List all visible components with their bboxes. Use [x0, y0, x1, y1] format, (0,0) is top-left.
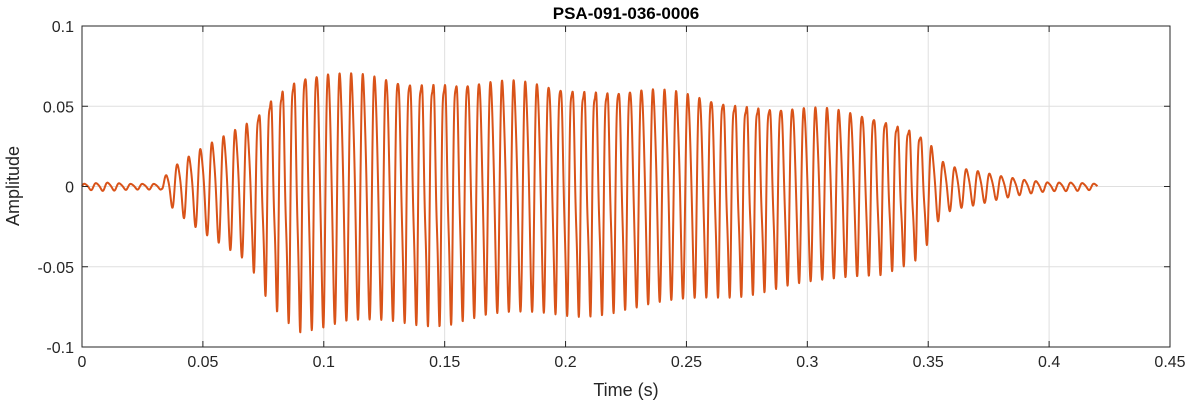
- x-axis-label: Time (s): [593, 380, 658, 400]
- y-tick-label: 0.1: [52, 19, 74, 36]
- x-tick-label: 0.2: [554, 354, 576, 371]
- x-tick-label: 0.15: [429, 354, 460, 371]
- x-tick-label: 0.05: [187, 354, 218, 371]
- y-tick-label: 0: [65, 180, 74, 197]
- y-tick-label: -0.1: [46, 340, 74, 357]
- y-axis-label: Amplitude: [3, 146, 23, 226]
- y-tick-label: 0.05: [43, 99, 74, 116]
- series-line: [81, 72, 1099, 334]
- x-tick-label: 0.25: [671, 354, 702, 371]
- x-tick-labels: 0 0.05 0.1 0.15 0.2 0.25 0.3 0.35 0.4 0.45: [78, 354, 1186, 371]
- y-tick-label: -0.05: [38, 260, 75, 277]
- chart-title: PSA-091-036-0006: [553, 4, 699, 23]
- x-tick-label: 0: [78, 354, 87, 371]
- y-tick-labels: -0.1 -0.05 0 0.05 0.1: [38, 19, 75, 357]
- axis-ticks: [81, 25, 1171, 348]
- x-tick-label: 0.35: [913, 354, 944, 371]
- x-tick-label: 0.45: [1154, 354, 1185, 371]
- x-tick-label: 0.1: [313, 354, 335, 371]
- x-tick-label: 0.3: [796, 354, 818, 371]
- x-tick-label: 0.4: [1038, 354, 1060, 371]
